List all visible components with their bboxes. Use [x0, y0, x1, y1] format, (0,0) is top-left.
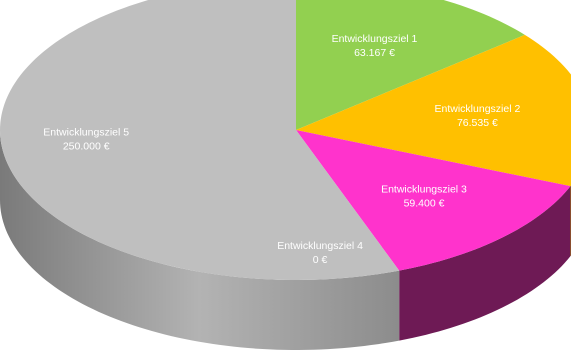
slice-value-label: 59.400 € [404, 198, 445, 210]
slice-label-3: Entwicklungsziel 3 59.400 € [381, 184, 467, 210]
slice-category-label: Entwicklungsziel 3 [381, 184, 467, 196]
slice-value-label: 76.535 € [457, 117, 498, 129]
slice-value-label: 250.000 € [63, 140, 110, 152]
slice-category-label: Entwicklungsziel 5 [43, 126, 129, 138]
pie-side-3 [399, 186, 571, 341]
pie-slice-3 [296, 130, 571, 271]
pie-slice-2 [296, 34, 571, 187]
slice-label-5: Entwicklungsziel 5 250.000 € [43, 126, 129, 152]
slice-category-label: Entwicklungsziel 1 [332, 33, 418, 45]
pie-slice-5 [0, 0, 400, 280]
pie-slice-1 [296, 0, 525, 130]
pie-side-5 [0, 130, 400, 350]
slice-value-label: 63.167 € [354, 47, 395, 59]
slice-labels: Entwicklungsziel 163.167 €Entwicklungszi… [43, 33, 520, 266]
slice-label-4: Entwicklungsziel 4 0 € [277, 240, 363, 266]
slice-label-2: Entwicklungsziel 2 76.535 € [435, 103, 521, 129]
pie-slices [0, 0, 571, 280]
slice-value-label: 0 € [313, 254, 328, 266]
slice-category-label: Entwicklungsziel 4 [277, 240, 363, 252]
slice-category-label: Entwicklungsziel 2 [435, 103, 521, 115]
slice-label-1: Entwicklungsziel 1 63.167 € [332, 33, 418, 59]
